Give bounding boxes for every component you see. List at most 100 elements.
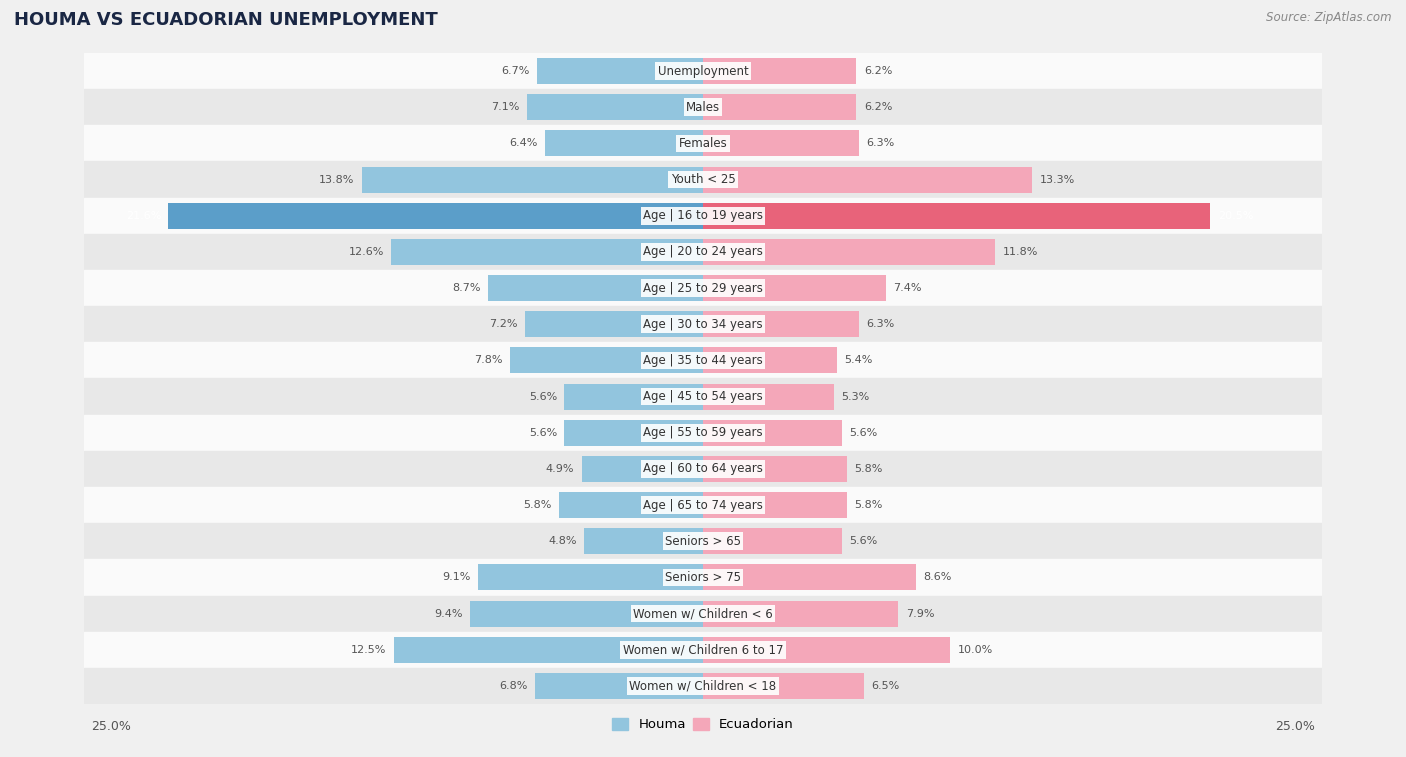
Bar <box>703 58 856 84</box>
Text: 5.6%: 5.6% <box>529 391 557 401</box>
Text: 13.3%: 13.3% <box>1039 175 1074 185</box>
Bar <box>361 167 703 192</box>
Bar <box>703 203 1211 229</box>
Bar <box>703 637 950 663</box>
Text: 5.6%: 5.6% <box>529 428 557 438</box>
Text: 6.2%: 6.2% <box>863 102 893 112</box>
Text: 4.9%: 4.9% <box>546 464 574 474</box>
Text: 9.1%: 9.1% <box>441 572 471 582</box>
Bar <box>585 528 703 554</box>
Bar <box>84 668 1322 704</box>
Text: 6.3%: 6.3% <box>866 139 894 148</box>
Bar <box>703 492 846 518</box>
Bar <box>544 130 703 157</box>
Text: 4.8%: 4.8% <box>548 536 576 547</box>
Text: Seniors > 65: Seniors > 65 <box>665 534 741 548</box>
Bar <box>510 347 703 373</box>
Bar <box>703 565 915 590</box>
Bar <box>703 456 846 482</box>
Text: Age | 55 to 59 years: Age | 55 to 59 years <box>643 426 763 439</box>
Text: 6.2%: 6.2% <box>863 66 893 76</box>
Text: Age | 16 to 19 years: Age | 16 to 19 years <box>643 209 763 223</box>
Bar <box>84 451 1322 487</box>
Text: 6.5%: 6.5% <box>872 681 900 691</box>
Text: 5.3%: 5.3% <box>842 391 870 401</box>
Text: 5.8%: 5.8% <box>853 464 883 474</box>
Text: Seniors > 75: Seniors > 75 <box>665 571 741 584</box>
Bar <box>488 275 703 301</box>
Text: 7.9%: 7.9% <box>905 609 935 618</box>
Text: 8.6%: 8.6% <box>924 572 952 582</box>
Text: 25.0%: 25.0% <box>91 720 131 733</box>
Text: Youth < 25: Youth < 25 <box>671 173 735 186</box>
Bar <box>478 565 703 590</box>
Bar <box>84 559 1322 596</box>
Bar <box>703 311 859 338</box>
Bar <box>560 492 703 518</box>
Bar <box>703 600 898 627</box>
Text: Women w/ Children < 18: Women w/ Children < 18 <box>630 680 776 693</box>
Text: 6.4%: 6.4% <box>509 139 537 148</box>
Text: Age | 30 to 34 years: Age | 30 to 34 years <box>643 318 763 331</box>
Text: 5.6%: 5.6% <box>849 536 877 547</box>
Text: 21.6%: 21.6% <box>125 210 162 221</box>
Text: Age | 35 to 44 years: Age | 35 to 44 years <box>643 354 763 367</box>
Text: 11.8%: 11.8% <box>1002 247 1038 257</box>
Bar <box>84 198 1322 234</box>
Bar <box>84 342 1322 378</box>
Text: HOUMA VS ECUADORIAN UNEMPLOYMENT: HOUMA VS ECUADORIAN UNEMPLOYMENT <box>14 11 437 30</box>
Text: Women w/ Children 6 to 17: Women w/ Children 6 to 17 <box>623 643 783 656</box>
Bar <box>534 673 703 699</box>
Text: 6.8%: 6.8% <box>499 681 527 691</box>
Text: Women w/ Children < 6: Women w/ Children < 6 <box>633 607 773 620</box>
Bar <box>703 167 1032 192</box>
Bar <box>703 384 834 410</box>
Text: 20.5%: 20.5% <box>1218 210 1253 221</box>
Bar <box>527 94 703 120</box>
Text: Age | 60 to 64 years: Age | 60 to 64 years <box>643 463 763 475</box>
Bar <box>84 378 1322 415</box>
Text: 7.8%: 7.8% <box>474 356 502 366</box>
Text: Age | 45 to 54 years: Age | 45 to 54 years <box>643 390 763 403</box>
Bar <box>169 203 703 229</box>
Bar <box>84 126 1322 161</box>
Bar <box>84 89 1322 126</box>
Bar <box>703 94 856 120</box>
Text: 12.6%: 12.6% <box>349 247 384 257</box>
Text: Source: ZipAtlas.com: Source: ZipAtlas.com <box>1267 11 1392 24</box>
Bar <box>703 528 842 554</box>
Text: 10.0%: 10.0% <box>957 645 993 655</box>
Bar <box>84 53 1322 89</box>
Text: 6.3%: 6.3% <box>866 319 894 329</box>
Bar <box>703 347 837 373</box>
Bar <box>524 311 703 338</box>
Bar <box>84 415 1322 451</box>
Bar <box>582 456 703 482</box>
Bar <box>84 270 1322 306</box>
Bar <box>471 600 703 627</box>
Text: 12.5%: 12.5% <box>352 645 387 655</box>
Text: 9.4%: 9.4% <box>434 609 463 618</box>
Text: Age | 20 to 24 years: Age | 20 to 24 years <box>643 245 763 258</box>
Bar <box>84 631 1322 668</box>
Bar <box>84 234 1322 270</box>
Text: Age | 65 to 74 years: Age | 65 to 74 years <box>643 499 763 512</box>
Legend: Houma, Ecuadorian: Houma, Ecuadorian <box>607 712 799 737</box>
Text: Unemployment: Unemployment <box>658 64 748 77</box>
Text: Males: Males <box>686 101 720 114</box>
Bar <box>703 275 886 301</box>
Text: 5.6%: 5.6% <box>849 428 877 438</box>
Bar <box>84 523 1322 559</box>
Text: 5.4%: 5.4% <box>844 356 873 366</box>
Bar <box>564 419 703 446</box>
Text: 7.4%: 7.4% <box>894 283 922 293</box>
Bar <box>564 384 703 410</box>
Text: 8.7%: 8.7% <box>451 283 481 293</box>
Bar <box>703 130 859 157</box>
Bar <box>394 637 703 663</box>
Bar <box>703 419 842 446</box>
Text: 25.0%: 25.0% <box>1275 720 1315 733</box>
Bar <box>537 58 703 84</box>
Text: Females: Females <box>679 137 727 150</box>
Text: 6.7%: 6.7% <box>502 66 530 76</box>
